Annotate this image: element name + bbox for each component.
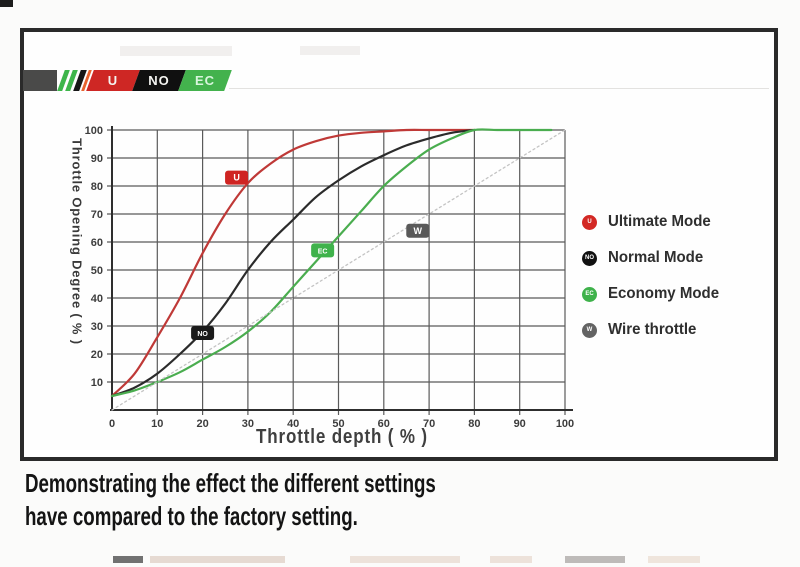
curve-wire-throttle: [111, 129, 566, 411]
economy-mode-dot-icon: EC: [582, 286, 597, 302]
x-tick-label: 60: [378, 418, 390, 430]
svg-text:U: U: [233, 173, 240, 183]
legend-label: Economy Mode: [608, 285, 720, 302]
legend-item-ultimate: U Ultimate Mode: [582, 204, 723, 240]
x-tick-label: 30: [242, 418, 254, 430]
legend-item-economy: EC Economy Mode: [582, 276, 723, 312]
y-tick-label: 10: [91, 377, 103, 389]
figure-caption: Demonstrating the effect the different s…: [25, 467, 558, 533]
x-tick-label: 50: [332, 418, 344, 430]
x-tick-label: 10: [151, 418, 163, 430]
print-ghost-artifact: [300, 46, 360, 55]
x-tick-label: 70: [423, 418, 435, 430]
legend-label: Ultimate Mode: [608, 213, 711, 230]
logo-gray-bar: [23, 70, 57, 91]
ultimate-mode-dot-icon: U: [582, 214, 597, 230]
wire-throttle-dot-icon: W: [582, 322, 597, 338]
y-tick-label: 50: [91, 265, 103, 277]
legend-item-normal: NO Normal Mode: [582, 240, 723, 276]
cropped-artifact-top-left: [0, 0, 13, 7]
y-tick-label: 40: [91, 293, 103, 305]
x-tick-label: 90: [514, 418, 526, 430]
cropped-artifact-bottom: [648, 556, 700, 563]
x-tick-label: 20: [196, 418, 208, 430]
x-tick-label: 100: [556, 418, 574, 430]
curve-badge-no: NO: [191, 326, 215, 340]
x-tick-label: 80: [468, 418, 480, 430]
x-tick-label: 0: [109, 418, 115, 430]
curve-badge-u: U: [225, 170, 249, 185]
cropped-artifact-bottom: [350, 556, 460, 563]
chart-legend: U Ultimate Mode NO Normal Mode EC Econom…: [582, 204, 723, 348]
legend-label: Wire throttle: [608, 321, 697, 338]
y-tick-label: 80: [91, 181, 103, 193]
curve-badge-ec: EC: [311, 243, 335, 258]
y-tick-label: 70: [91, 209, 103, 221]
x-tick-label: 40: [287, 418, 299, 430]
legend-item-wire: W Wire throttle: [582, 312, 723, 348]
caption-line-1: Demonstrating the effect the different s…: [25, 468, 436, 498]
legend-label: Normal Mode: [608, 249, 704, 266]
cropped-artifact-bottom: [150, 556, 285, 563]
print-ghost-artifact: [120, 46, 232, 56]
x-axis-title: Throttle depth ( % ): [256, 426, 428, 448]
curve-normal-mode: [110, 128, 476, 398]
y-tick-label: 90: [91, 153, 103, 165]
cropped-artifact-bottom: [113, 556, 143, 563]
curve-badge-w: W: [406, 223, 430, 238]
cropped-artifact-bottom: [490, 556, 532, 563]
y-axis-title: Throttle Opening Degree ( % ): [69, 138, 85, 345]
cropped-artifact-bottom: [565, 556, 625, 563]
svg-text:NO: NO: [197, 331, 208, 338]
throttle-curves-chart: 0 10 20 30 40 50 60 70 80 90 100 10 20 30 40 50 60 70 80 90…: [85, 125, 575, 430]
logo-baseline-rule: [229, 88, 769, 89]
y-tick-label: 30: [91, 321, 103, 333]
caption-line-2: have compared to the factory setting.: [25, 501, 358, 531]
curve-ultimate-mode: [110, 128, 476, 398]
y-tick-label: 20: [91, 349, 103, 361]
figure-panel: U NO EC 0 10 20 30 40 50 60 70 80 90 100 10 20 30 40 50…: [20, 28, 778, 461]
y-tick-label: 100: [85, 125, 103, 137]
normal-mode-dot-icon: NO: [582, 250, 597, 266]
y-tick-label: 60: [91, 237, 103, 249]
svg-text:W: W: [414, 226, 423, 236]
svg-text:EC: EC: [318, 248, 328, 255]
